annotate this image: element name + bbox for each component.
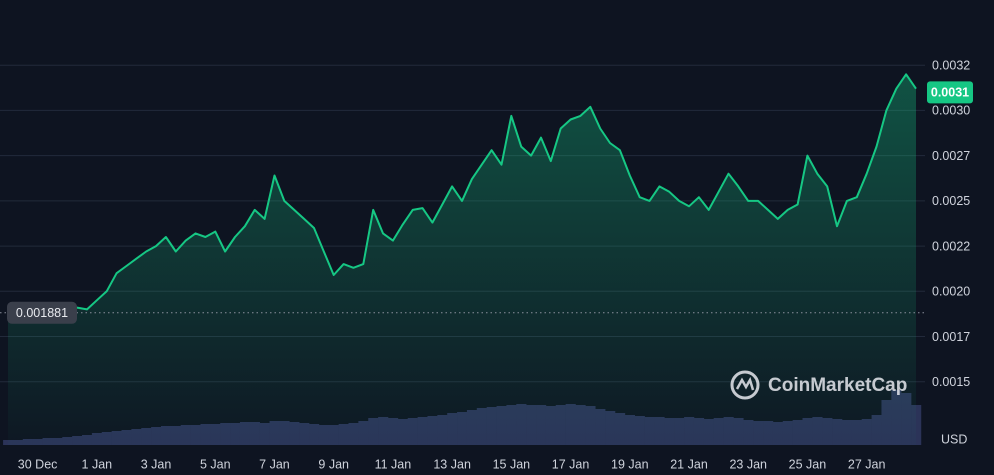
x-tick-label: 19 Jan: [611, 457, 649, 471]
y-tick-label: 0.0015: [932, 375, 970, 389]
x-tick-label: 7 Jan: [259, 457, 290, 471]
x-tick-label: 23 Jan: [729, 457, 767, 471]
y-tick-label: 0.0022: [932, 239, 970, 253]
x-tick-label: 15 Jan: [493, 457, 531, 471]
watermark-logo: [730, 370, 760, 400]
current-price-tag: [927, 81, 973, 104]
x-tick-label: 3 Jan: [141, 457, 172, 471]
price-area: [8, 74, 916, 446]
current-price-label: 0.0031: [931, 86, 969, 100]
x-tick-label: 13 Jan: [433, 457, 471, 471]
x-tick-label: 9 Jan: [318, 457, 349, 471]
y-tick-label: 0.0025: [932, 194, 970, 208]
x-tick-label: 5 Jan: [200, 457, 231, 471]
x-tick-label: 17 Jan: [552, 457, 590, 471]
reference-tag: [7, 301, 77, 324]
y-tick-label: 0.0027: [932, 149, 970, 163]
x-tick-label: 11 Jan: [375, 457, 412, 471]
y-tick-label: 0.0030: [932, 104, 970, 118]
reference-label: 0.001881: [16, 306, 68, 320]
currency-label: USD: [941, 432, 967, 446]
price-line: [7, 73, 917, 322]
x-tick-label: 25 Jan: [789, 457, 827, 471]
x-tick-label: 21 Jan: [670, 457, 708, 471]
y-tick-label: 0.0020: [932, 285, 970, 299]
watermark-text: CoinMarketCap: [768, 375, 907, 396]
x-tick-label: 1 Jan: [82, 457, 113, 471]
y-tick-label: 0.0017: [932, 330, 970, 344]
watermark-logo-m: [735, 376, 755, 391]
x-tick-label: 30 Dec: [18, 457, 58, 471]
volume-bar: [911, 405, 922, 445]
y-tick-label: 0.0032: [932, 59, 970, 73]
x-tick-label: 27 Jan: [848, 457, 886, 471]
watermark: CoinMarketCap: [730, 370, 907, 400]
